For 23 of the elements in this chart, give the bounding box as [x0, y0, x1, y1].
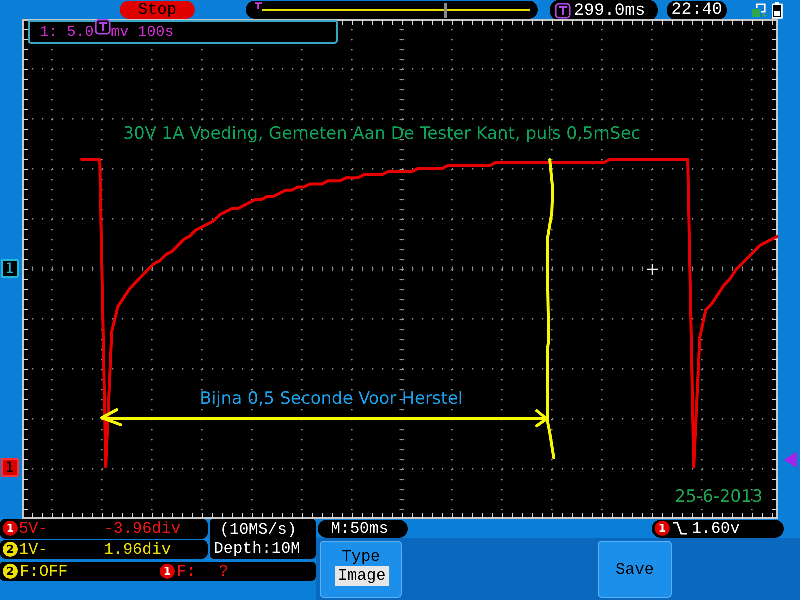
text: (10MS/s): [220, 521, 297, 539]
text: 1.96div: [104, 541, 172, 559]
channel-marker: 1: [1, 259, 19, 278]
text: Type: [342, 548, 380, 566]
chart-title: 30V 1A Voeding, Gemeten Aan De Tester Kant, puls 0,5mSec: [123, 124, 641, 144]
text: M:50ms: [331, 520, 389, 538]
text: Depth:10M: [214, 540, 300, 558]
text: 1: 5.0: [40, 24, 94, 41]
text: F:OFF: [20, 563, 68, 581]
text: mv 100s: [111, 24, 174, 41]
annotation: Bijna 0,5 Seconde Voor Herstel: [200, 389, 464, 409]
text: 1.60v: [692, 520, 740, 538]
text: 1V-: [19, 541, 48, 559]
text: Image: [335, 566, 390, 586]
text: 5V-: [19, 520, 48, 538]
save-button: Save: [598, 541, 672, 598]
text: -3.96div: [104, 520, 181, 538]
text: F:: [177, 563, 196, 581]
clock-field: 22:40: [667, 1, 727, 20]
text: ?: [219, 563, 229, 581]
stop-button: Stop: [120, 1, 195, 19]
channel-marker: 1: [1, 458, 19, 477]
text: 25-6-2013: [675, 487, 763, 507]
